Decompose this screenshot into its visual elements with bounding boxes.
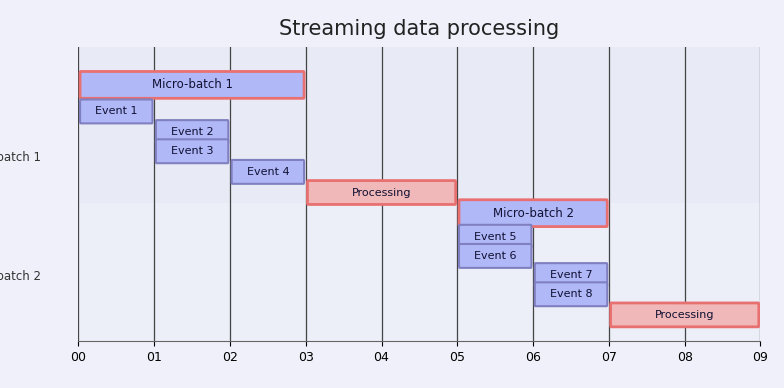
Text: Event 8: Event 8 [550, 289, 593, 299]
FancyBboxPatch shape [156, 139, 228, 163]
Text: Micro-batch 1: Micro-batch 1 [151, 78, 233, 92]
FancyBboxPatch shape [535, 282, 608, 306]
Text: Event 6: Event 6 [474, 251, 517, 261]
Text: Event 7: Event 7 [550, 270, 593, 280]
Text: Event 2: Event 2 [171, 127, 213, 137]
Bar [78, 203, 760, 341]
FancyBboxPatch shape [307, 180, 456, 204]
FancyBboxPatch shape [459, 225, 532, 249]
FancyBboxPatch shape [459, 244, 532, 268]
Title: Streaming data processing: Streaming data processing [279, 19, 560, 40]
Text: Event 4: Event 4 [246, 167, 289, 177]
FancyBboxPatch shape [535, 263, 608, 287]
FancyBboxPatch shape [80, 99, 153, 123]
Text: Micro-batch 1: Micro-batch 1 [0, 151, 41, 164]
FancyBboxPatch shape [156, 120, 228, 144]
Text: Event 5: Event 5 [474, 232, 517, 242]
Text: Event 1: Event 1 [95, 106, 137, 116]
FancyBboxPatch shape [459, 200, 608, 227]
Text: Micro-batch 2: Micro-batch 2 [0, 270, 41, 283]
FancyBboxPatch shape [231, 160, 304, 184]
Text: Processing: Processing [352, 187, 412, 197]
FancyBboxPatch shape [611, 303, 759, 327]
Bar [78, 47, 760, 203]
Text: Event 3: Event 3 [171, 146, 213, 156]
Text: Micro-batch 2: Micro-batch 2 [492, 207, 574, 220]
FancyBboxPatch shape [80, 71, 304, 98]
Text: Processing: Processing [655, 310, 714, 320]
